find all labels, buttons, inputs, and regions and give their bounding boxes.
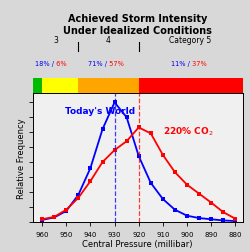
Text: 6%: 6% — [54, 61, 67, 67]
Text: 18% /: 18% / — [36, 61, 54, 67]
Text: 11% /: 11% / — [171, 61, 190, 67]
Text: Today's World: Today's World — [65, 106, 135, 115]
Bar — [42, 79, 78, 94]
Bar — [32, 79, 42, 94]
Text: 57%: 57% — [108, 61, 124, 67]
Bar — [139, 79, 242, 94]
Text: Achieved Storm Intensity
Under Idealized Conditions: Achieved Storm Intensity Under Idealized… — [63, 14, 212, 36]
Y-axis label: Relative Frequency: Relative Frequency — [16, 118, 26, 198]
Bar — [78, 79, 139, 94]
Text: 37%: 37% — [190, 61, 206, 67]
Text: Category 5: Category 5 — [170, 36, 212, 45]
Text: 71% /: 71% / — [88, 61, 108, 67]
Text: 220% CO$_2$: 220% CO$_2$ — [163, 125, 214, 138]
Text: 4: 4 — [106, 36, 111, 45]
X-axis label: Central Pressure (millibar): Central Pressure (millibar) — [82, 239, 193, 248]
Text: 3: 3 — [53, 36, 58, 45]
